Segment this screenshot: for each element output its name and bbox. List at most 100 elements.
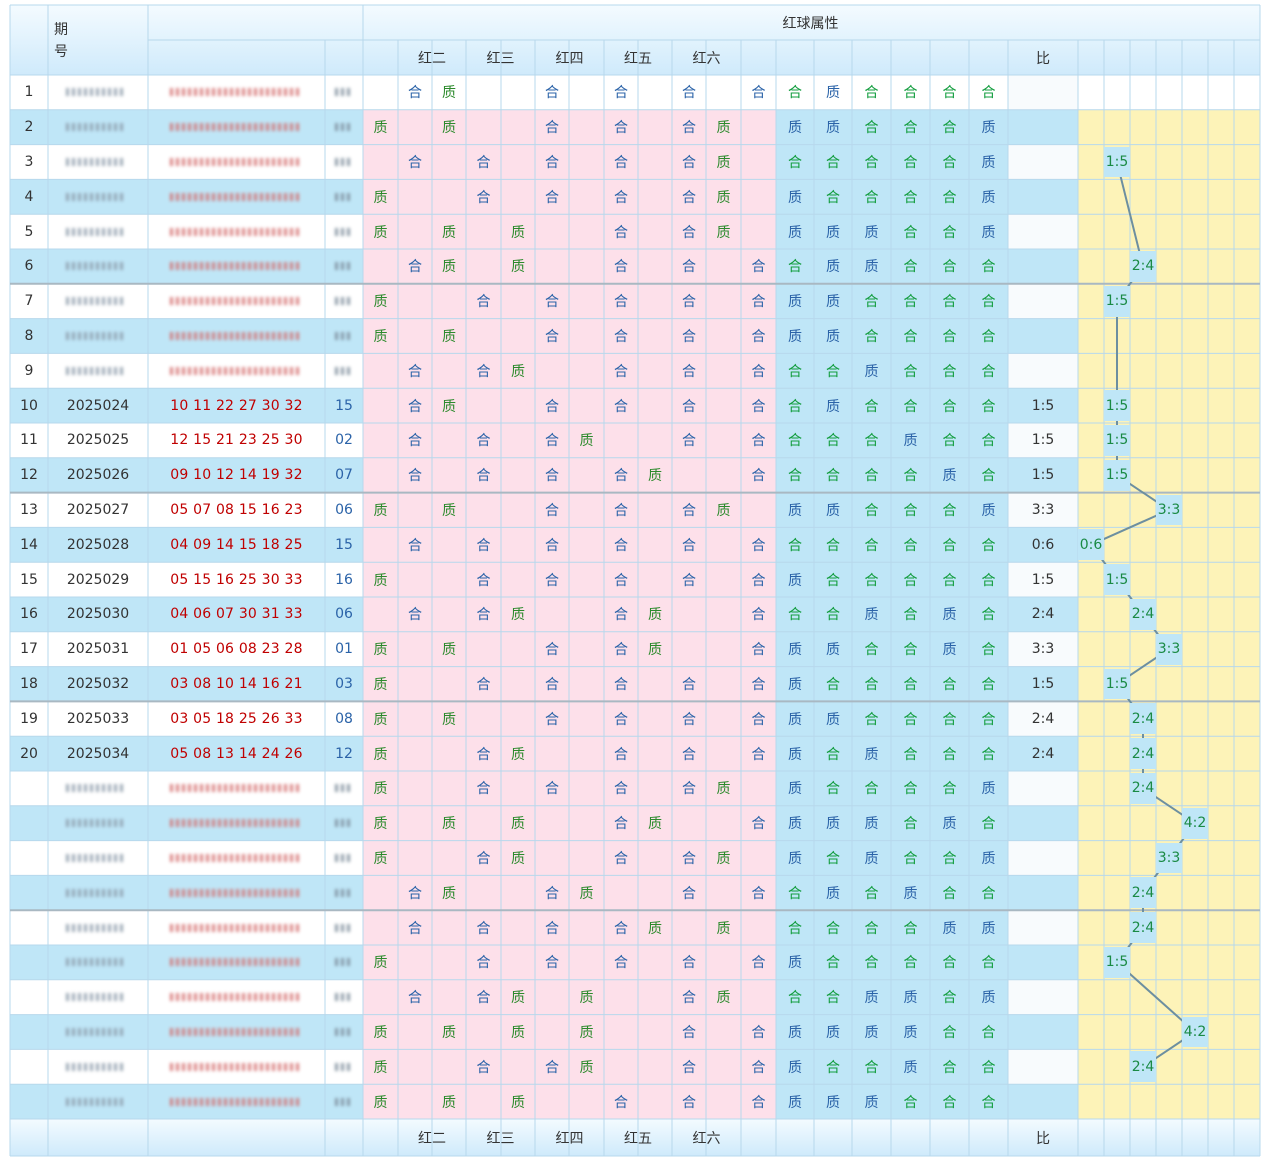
composite-mark: 合 (942, 398, 957, 415)
prime-mark: 质 (788, 781, 802, 798)
red-ball-numbers: 09 10 12 14 19 32 (170, 467, 303, 484)
composite-mark: 合 (903, 781, 918, 798)
prime-mark: 质 (903, 1059, 918, 1076)
prime-mark: 质 (442, 328, 456, 345)
trend-point-bg (1156, 842, 1182, 874)
prime-mark: 质 (373, 328, 388, 345)
composite-mark: 合 (614, 120, 628, 137)
blurred-text (335, 819, 351, 828)
ratio-bg (1008, 457, 1078, 493)
prime-mark: 质 (826, 120, 840, 137)
composite-mark: 合 (408, 990, 422, 1007)
blurred-text (66, 123, 126, 132)
trend-point-label: 1:5 (1105, 397, 1129, 414)
composite-mark: 合 (476, 537, 491, 554)
prime-mark: 质 (442, 85, 456, 102)
composite-mark: 合 (614, 328, 628, 345)
ratio-bg (1008, 875, 1078, 911)
prime-mark: 质 (826, 642, 840, 659)
prime-mark: 质 (373, 642, 388, 659)
composite-mark: 合 (903, 85, 918, 102)
composite-mark: 合 (476, 154, 491, 171)
ratio-value (1008, 353, 1078, 388)
composite-mark: 合 (942, 294, 957, 311)
composite-mark: 合 (981, 607, 996, 624)
composite-mark: 合 (942, 120, 957, 137)
prime-mark: 质 (864, 1024, 879, 1041)
prime-mark: 质 (511, 607, 525, 624)
composite-mark: 合 (942, 154, 957, 171)
prime-mark: 质 (716, 120, 731, 137)
composite-mark: 合 (903, 955, 918, 972)
ratio-value (1008, 249, 1078, 284)
composite-mark: 合 (545, 920, 559, 937)
prime-mark: 质 (442, 1024, 456, 1041)
ratio-bg (1008, 979, 1078, 1015)
blurred-text (170, 366, 300, 375)
prime-mark: 质 (373, 746, 388, 763)
ratio-value (1008, 910, 1078, 945)
composite-mark: 合 (981, 1024, 996, 1041)
prime-mark: 质 (373, 955, 388, 972)
blurred-text (66, 158, 126, 166)
blurred-text (66, 888, 126, 897)
issue-number: 2025030 (66, 606, 130, 623)
blurred-text (170, 888, 300, 897)
composite-mark: 合 (864, 502, 879, 519)
issue-number: 2025033 (66, 710, 130, 727)
composite-mark: 合 (545, 955, 559, 972)
blurred-text (66, 1097, 126, 1106)
composite-mark: 合 (682, 537, 696, 554)
composite-mark: 合 (751, 259, 766, 276)
composite-mark: 合 (942, 572, 957, 589)
composite-mark: 合 (788, 433, 802, 450)
prime-mark: 质 (864, 990, 879, 1007)
composite-mark: 合 (981, 746, 996, 763)
blue-ball-number: 16 (335, 571, 353, 588)
composite-mark: 合 (545, 1059, 559, 1076)
composite-mark: 合 (476, 294, 491, 311)
prime-mark: 质 (442, 120, 456, 137)
row-index (10, 945, 48, 980)
prime-mark: 质 (788, 189, 802, 206)
red-ball-numbers: 12 15 21 23 25 30 (170, 432, 303, 449)
composite-mark: 合 (981, 955, 996, 972)
composite-mark: 合 (864, 676, 879, 693)
blurred-text (66, 262, 126, 271)
blurred-text (66, 332, 126, 340)
prime-mark: 质 (826, 1094, 840, 1111)
ratio-bg (1008, 736, 1078, 771)
blurred-text (66, 854, 126, 862)
composite-mark: 合 (751, 746, 766, 763)
ratio-bg (1008, 318, 1078, 354)
blurred-text (170, 123, 300, 132)
prime-mark: 质 (373, 1059, 388, 1076)
trend-point-label: 1:5 (1105, 954, 1129, 971)
ratio-value: 1:5 (1031, 675, 1055, 692)
trend-point-bg (1078, 529, 1104, 561)
prime-mark: 质 (716, 781, 731, 798)
prime-mark: 质 (716, 502, 731, 519)
composite-mark: 合 (614, 572, 628, 589)
trend-point-label: 2:4 (1131, 258, 1155, 275)
composite-mark: 合 (751, 955, 766, 972)
prime-mark: 质 (788, 294, 802, 311)
composite-mark: 合 (864, 433, 879, 450)
prime-mark: 质 (788, 120, 802, 137)
composite-mark: 合 (903, 711, 918, 728)
blurred-text (170, 854, 300, 862)
composite-mark: 合 (942, 746, 957, 763)
composite-mark: 合 (614, 850, 628, 867)
blurred-text (170, 784, 300, 793)
composite-mark: 合 (682, 676, 696, 693)
issue-column-header: 期 号 (54, 22, 68, 60)
trend-point-label: 3:3 (1157, 502, 1181, 518)
row-index: 8 (24, 327, 34, 344)
trend-bg (1078, 109, 1260, 145)
trend-bg (1078, 249, 1260, 284)
composite-mark: 合 (864, 398, 879, 415)
prime-mark: 质 (442, 816, 456, 833)
trend-bg (1078, 736, 1260, 771)
prime-mark: 质 (511, 746, 525, 763)
